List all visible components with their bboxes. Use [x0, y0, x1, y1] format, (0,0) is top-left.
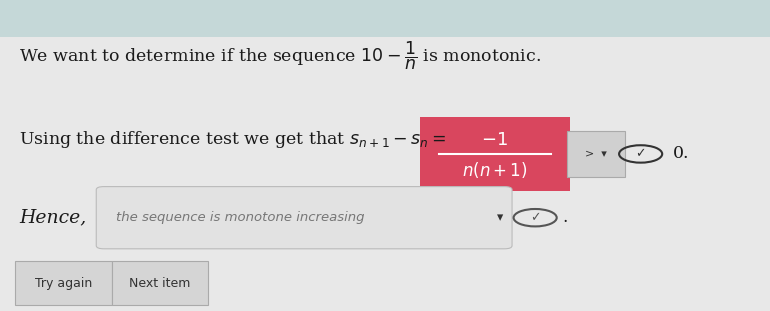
Text: Hence,: Hence, — [19, 209, 86, 227]
Text: Using the difference test we get that $s_{n+1} - s_n = $: Using the difference test we get that $s… — [19, 129, 447, 151]
Text: $-1$: $-1$ — [481, 131, 508, 149]
FancyBboxPatch shape — [420, 117, 570, 191]
FancyBboxPatch shape — [0, 0, 770, 37]
Text: 0.: 0. — [673, 146, 689, 162]
Text: We want to determine if the sequence $10 - \dfrac{1}{n}$ is monotonic.: We want to determine if the sequence $10… — [19, 40, 541, 72]
FancyBboxPatch shape — [15, 261, 112, 305]
Text: ▾: ▾ — [497, 211, 504, 224]
Text: >  ▾: > ▾ — [585, 149, 608, 159]
FancyBboxPatch shape — [96, 187, 512, 249]
Text: Try again: Try again — [35, 276, 92, 290]
FancyBboxPatch shape — [112, 261, 208, 305]
Text: ✓: ✓ — [530, 211, 541, 224]
FancyBboxPatch shape — [567, 131, 625, 177]
Text: .: . — [562, 209, 567, 226]
Text: ✓: ✓ — [635, 147, 646, 160]
Text: $n(n+1)$: $n(n+1)$ — [462, 160, 527, 180]
Text: the sequence is monotone increasing: the sequence is monotone increasing — [116, 211, 364, 224]
Text: Next item: Next item — [129, 276, 190, 290]
